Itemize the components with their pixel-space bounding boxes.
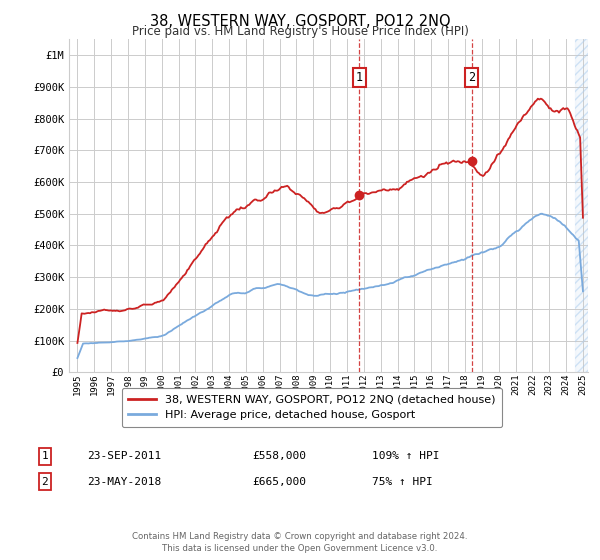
Text: £665,000: £665,000 (252, 477, 306, 487)
Bar (575, 39, 588, 372)
Text: 2: 2 (468, 71, 475, 84)
Text: Price paid vs. HM Land Registry's House Price Index (HPI): Price paid vs. HM Land Registry's House … (131, 25, 469, 38)
Text: 38, WESTERN WAY, GOSPORT, PO12 2NQ: 38, WESTERN WAY, GOSPORT, PO12 2NQ (149, 14, 451, 29)
Text: 1: 1 (41, 451, 49, 461)
Text: £558,000: £558,000 (252, 451, 306, 461)
Text: 75% ↑ HPI: 75% ↑ HPI (372, 477, 433, 487)
Text: 109% ↑ HPI: 109% ↑ HPI (372, 451, 439, 461)
Text: Contains HM Land Registry data © Crown copyright and database right 2024.
This d: Contains HM Land Registry data © Crown c… (132, 532, 468, 553)
Text: 1: 1 (356, 71, 363, 84)
Text: 23-SEP-2011: 23-SEP-2011 (87, 451, 161, 461)
Legend: 38, WESTERN WAY, GOSPORT, PO12 2NQ (detached house), HPI: Average price, detache: 38, WESTERN WAY, GOSPORT, PO12 2NQ (deta… (122, 388, 502, 427)
Text: 2: 2 (41, 477, 49, 487)
Bar (575, 39, 588, 372)
Text: 23-MAY-2018: 23-MAY-2018 (87, 477, 161, 487)
